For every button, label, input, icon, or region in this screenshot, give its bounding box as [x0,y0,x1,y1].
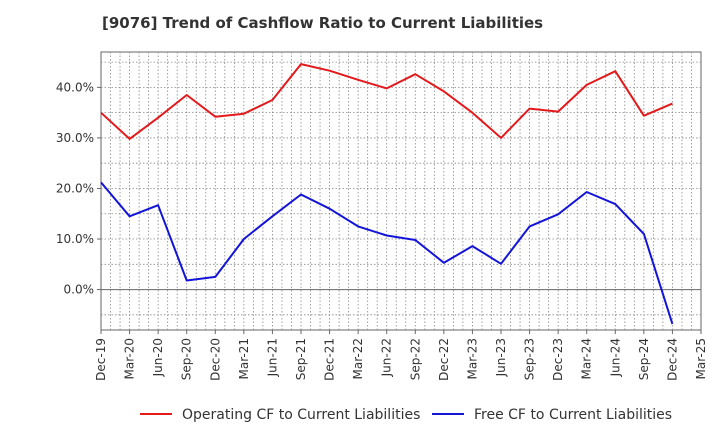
legend-label-free-cf: Free CF to Current Liabilities [474,407,672,423]
x-tick-label: Jun-24 [608,338,622,377]
series-layer [100,63,674,325]
x-tick-label: Jun-22 [380,338,394,377]
legend-label-operating-cf: Operating CF to Current Liabilities [182,407,420,423]
x-tick-label: Dec-23 [551,338,565,381]
series-line-free-cf [100,181,674,325]
x-tick-label: Jun-20 [151,338,165,377]
series-line-operating-cf [100,63,673,140]
axis-layer: 0.0% 10.0% 20.0% 30.0% 40.0% Dec-19 Mar-20 Jun-… [56,80,708,380]
chart-title: [9076] Trend of Cashflow Ratio to Curren… [102,14,544,32]
x-tick-label: Sep-21 [294,338,308,380]
x-tick-label: Dec-24 [665,338,679,381]
x-tick-label: Jun-21 [265,338,279,377]
x-tick-label: Dec-21 [323,338,337,381]
x-tick-label: Dec-22 [437,338,451,381]
grid-layer [100,51,702,331]
x-tick-label: Mar-20 [123,338,137,379]
x-tick-label: Sep-23 [523,338,537,380]
x-tick-label: Sep-22 [408,338,422,380]
y-tick-label: 10.0% [56,232,94,246]
x-tick-label: Sep-24 [637,338,651,380]
y-tick-label: 40.0% [56,80,94,94]
y-tick-label: 20.0% [56,181,94,195]
x-tick-label: Mar-25 [694,338,708,379]
x-tick-label: Dec-19 [94,338,108,381]
x-tick-label: Sep-20 [180,338,194,380]
x-tick-label: Mar-22 [351,338,365,379]
legend-layer: Operating CF to Current Liabilities Free … [140,407,672,423]
plot-frame [100,51,702,331]
x-tick-label: Dec-20 [208,338,222,381]
y-tick-label: 0.0% [64,283,95,297]
x-tick-label: Jun-23 [494,338,508,377]
x-tick-label: Mar-24 [580,338,594,379]
x-tick-label: Mar-21 [237,338,251,379]
x-tick-label: Mar-23 [465,338,479,379]
y-tick-label: 30.0% [56,131,94,145]
